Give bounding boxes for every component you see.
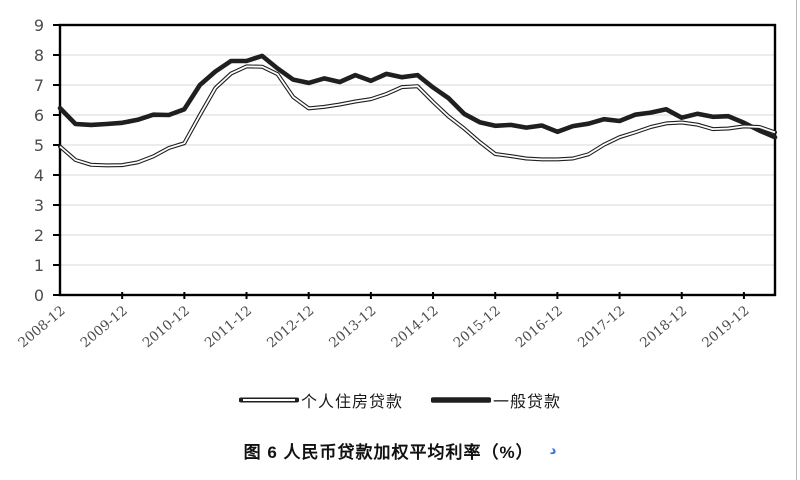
x-axis-label: 2012-12: [264, 303, 317, 351]
legend-label-general-loans: 一般贷款: [493, 394, 562, 411]
figure-caption: 图 6 人民币贷款加权平均利率（%）: [243, 443, 534, 462]
legend-label-housing-loans: 个人住房贷款: [300, 394, 403, 411]
x-axis-label: 2011-12: [202, 303, 255, 351]
x-axis-label: 2014-12: [388, 303, 441, 351]
x-axis-label: 2019-12: [699, 303, 752, 351]
y-axis-label: 0: [34, 286, 44, 305]
legend-item-housing-loans: 个人住房贷款: [238, 388, 403, 412]
y-axis-label: 9: [34, 16, 44, 35]
x-axis-label: 2018-12: [637, 303, 690, 351]
y-axis-label: 2: [34, 226, 44, 245]
x-axis-label: 2015-12: [451, 303, 504, 351]
y-axis-label: 3: [34, 196, 44, 215]
y-axis-label: 1: [34, 256, 44, 275]
y-axis-label: 7: [34, 76, 44, 95]
chart-legend: 个人住房贷款 一般贷款: [0, 388, 800, 412]
thick-line-sample-icon: [431, 397, 491, 403]
x-axis-label: 2008-12: [15, 303, 68, 351]
page-edge-line: [796, 0, 797, 480]
plot-border: [58, 23, 777, 297]
legend-item-general-loans: 一般贷款: [431, 388, 561, 412]
series-general-loans: [57, 53, 778, 140]
y-axis-label: 6: [34, 106, 44, 125]
x-axis-label: 2009-12: [77, 303, 130, 351]
double-line-sample-icon: [238, 397, 299, 403]
x-axis-label: 2017-12: [575, 303, 628, 351]
y-axis-label: 5: [34, 136, 44, 155]
x-axis-label: 2016-12: [513, 303, 566, 351]
series-housing-loans-core: [59, 65, 776, 167]
x-axis-label: 2013-12: [326, 303, 379, 351]
y-axis-label: 8: [34, 46, 44, 65]
x-axis-label: 2010-12: [140, 303, 193, 351]
y-axis-label: 4: [34, 166, 44, 185]
word-anchor-mark-icon: د: [549, 443, 557, 458]
figure-caption-row: 图 6 人民币贷款加权平均利率（%） د: [0, 438, 800, 463]
